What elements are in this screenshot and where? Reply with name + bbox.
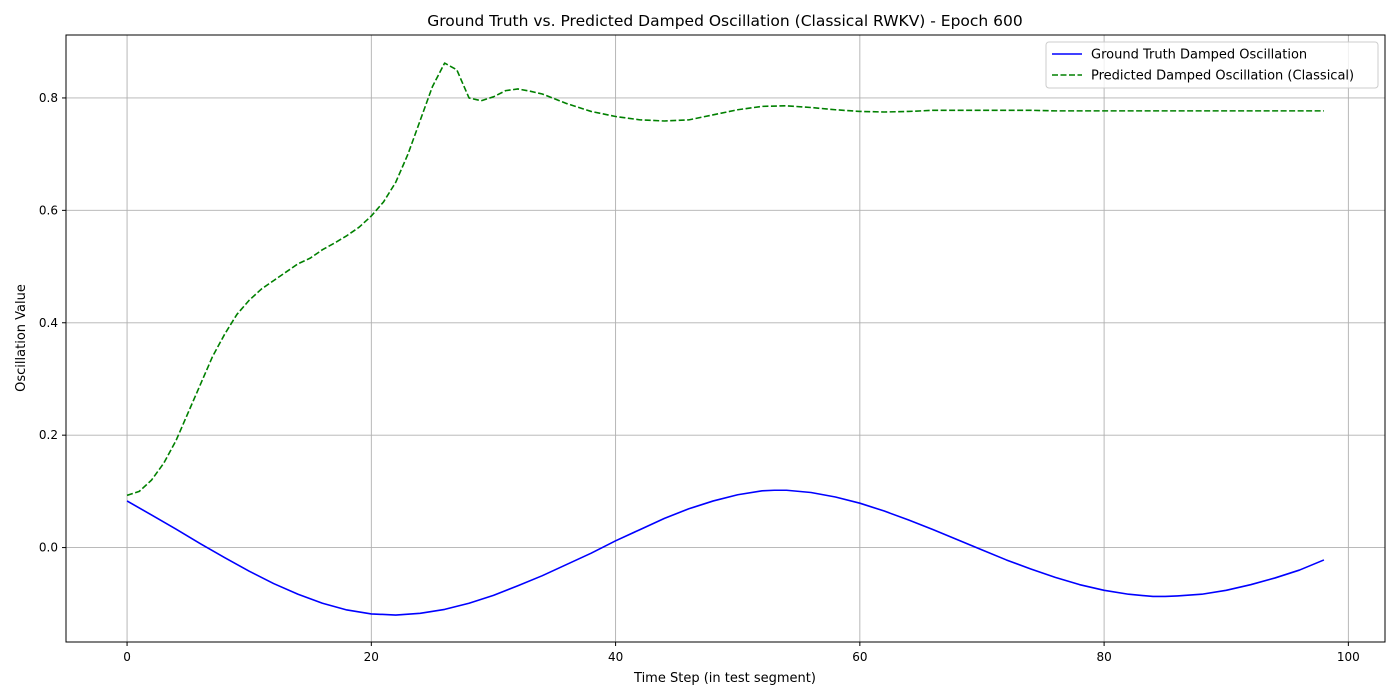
- x-tick-label: 100: [1337, 650, 1360, 664]
- x-tick-label: 40: [608, 650, 623, 664]
- legend-label: Predicted Damped Oscillation (Classical): [1091, 69, 1354, 84]
- chart-title: Ground Truth vs. Predicted Damped Oscill…: [427, 12, 1023, 30]
- legend-label: Ground Truth Damped Oscillation: [1091, 48, 1307, 63]
- legend: Ground Truth Damped Oscillation Predicted…: [1045, 41, 1379, 89]
- axis-ticks: 0 20 40 60 80 100 0.0 0.2 0.4 0.6 0.8: [39, 91, 1360, 664]
- y-axis-label: Oscillation Value: [14, 284, 29, 392]
- x-tick-label: 0: [123, 650, 131, 664]
- x-tick-label: 60: [852, 650, 867, 664]
- ground-truth-line: [126, 489, 1325, 616]
- y-tick-label: 0.8: [39, 91, 58, 105]
- y-tick-label: 0.6: [39, 203, 58, 217]
- y-tick-label: 0.0: [39, 541, 58, 555]
- y-tick-label: 0.2: [39, 428, 58, 442]
- x-axis-label: Time Step (in test segment): [633, 671, 816, 686]
- series-lines: [126, 62, 1325, 616]
- x-tick-label: 80: [1096, 650, 1111, 664]
- x-tick-label: 20: [364, 650, 379, 664]
- grid-lines: [66, 35, 1385, 642]
- predicted-line: [126, 62, 1324, 497]
- legend-box: [1045, 41, 1379, 89]
- y-tick-label: 0.4: [39, 316, 58, 330]
- plot-area-frame: [65, 34, 1386, 643]
